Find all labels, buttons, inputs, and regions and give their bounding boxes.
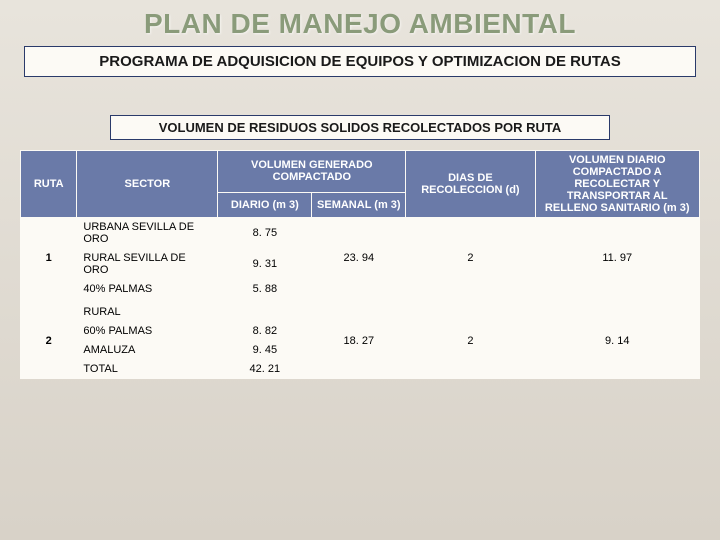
cell-diario: 42. 21 xyxy=(218,360,312,379)
data-table: RUTA SECTOR VOLUMEN GENERADO COMPACTADO … xyxy=(20,150,700,379)
cell-sector: 40% PALMAS xyxy=(77,280,218,299)
cell-sector: RURAL SEVILLA DE ORO xyxy=(77,249,218,280)
cell-diario: 9. 45 xyxy=(218,341,312,360)
table-header: RUTA SECTOR VOLUMEN GENERADO COMPACTADO … xyxy=(21,151,700,218)
table-row: 2 RURAL 18. 27 2 9. 14 xyxy=(21,303,700,322)
cell-voltrans: 9. 14 xyxy=(535,303,700,379)
col-ruta: RUTA xyxy=(21,151,77,218)
cell-voltrans: 11. 97 xyxy=(535,218,700,299)
cell-sector: URBANA SEVILLA DE ORO xyxy=(77,218,218,249)
cell-sector: 60% PALMAS xyxy=(77,322,218,341)
section-title: VOLUMEN DE RESIDUOS SOLIDOS RECOLECTADOS… xyxy=(159,120,562,135)
cell-dias: 2 xyxy=(406,218,535,299)
cell-semanal: 18. 27 xyxy=(312,303,406,379)
cell-diario: 8. 75 xyxy=(218,218,312,249)
cell-ruta: 2 xyxy=(21,303,77,379)
cell-sector: RURAL xyxy=(77,303,218,322)
table-row: 1 URBANA SEVILLA DE ORO 8. 75 23. 94 2 1… xyxy=(21,218,700,249)
cell-dias: 2 xyxy=(406,303,535,379)
section-title-box: VOLUMEN DE RESIDUOS SOLIDOS RECOLECTADOS… xyxy=(110,115,610,140)
cell-diario xyxy=(218,303,312,322)
program-subtitle-box: PROGRAMA DE ADQUISICION DE EQUIPOS Y OPT… xyxy=(24,46,696,77)
col-diario: DIARIO (m 3) xyxy=(218,192,312,217)
cell-ruta: 1 xyxy=(21,218,77,299)
program-subtitle: PROGRAMA DE ADQUISICION DE EQUIPOS Y OPT… xyxy=(99,53,620,70)
col-voltrans: VOLUMEN DIARIO COMPACTADO A RECOLECTAR Y… xyxy=(535,151,700,218)
col-volgen-group: VOLUMEN GENERADO COMPACTADO xyxy=(218,151,406,193)
cell-diario: 9. 31 xyxy=(218,249,312,280)
cell-semanal: 23. 94 xyxy=(312,218,406,299)
cell-diario: 5. 88 xyxy=(218,280,312,299)
col-sector: SECTOR xyxy=(77,151,218,218)
cell-sector: AMALUZA xyxy=(77,341,218,360)
cell-diario: 8. 82 xyxy=(218,322,312,341)
col-dias: DIAS DE RECOLECCION (d) xyxy=(406,151,535,218)
cell-sector: TOTAL xyxy=(77,360,218,379)
col-semanal: SEMANAL (m 3) xyxy=(312,192,406,217)
page-title: PLAN DE MANEJO AMBIENTAL xyxy=(0,0,720,46)
